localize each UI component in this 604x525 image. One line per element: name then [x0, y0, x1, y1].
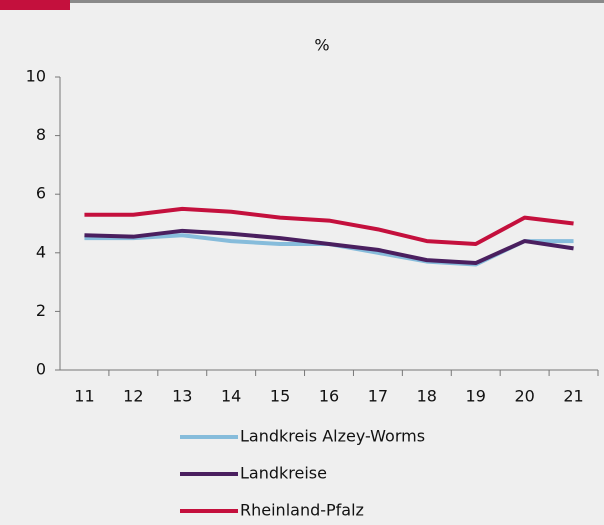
legend-label: Landkreise: [240, 464, 327, 483]
x-tick-label: 12: [123, 387, 143, 406]
series-line: [84, 228, 574, 266]
y-tick-label: 4: [36, 242, 46, 261]
series-line: [84, 233, 574, 267]
y-tick-label: 0: [36, 360, 46, 379]
top-accent: [0, 0, 70, 10]
series-line: [84, 206, 574, 247]
x-tick-label: 21: [563, 387, 583, 406]
legend-label: Rheinland-Pfalz: [240, 501, 364, 520]
x-tick-label: 19: [466, 387, 486, 406]
x-tick-label: 13: [172, 387, 192, 406]
x-tick-label: 11: [74, 387, 94, 406]
y-tick-label: 2: [36, 301, 46, 320]
x-tick-label: 16: [319, 387, 339, 406]
x-tick-label: 14: [221, 387, 241, 406]
y-tick-label: 8: [36, 125, 46, 144]
legend-label: Landkreis Alzey-Worms: [240, 427, 425, 446]
x-tick-label: 18: [417, 387, 437, 406]
y-tick-label: 10: [26, 67, 46, 86]
x-tick-label: 15: [270, 387, 290, 406]
x-tick-label: 20: [514, 387, 534, 406]
x-tick-label: 17: [368, 387, 388, 406]
top-rule: [0, 0, 604, 3]
chart-title: %: [314, 36, 329, 55]
y-tick-label: 6: [36, 184, 46, 203]
